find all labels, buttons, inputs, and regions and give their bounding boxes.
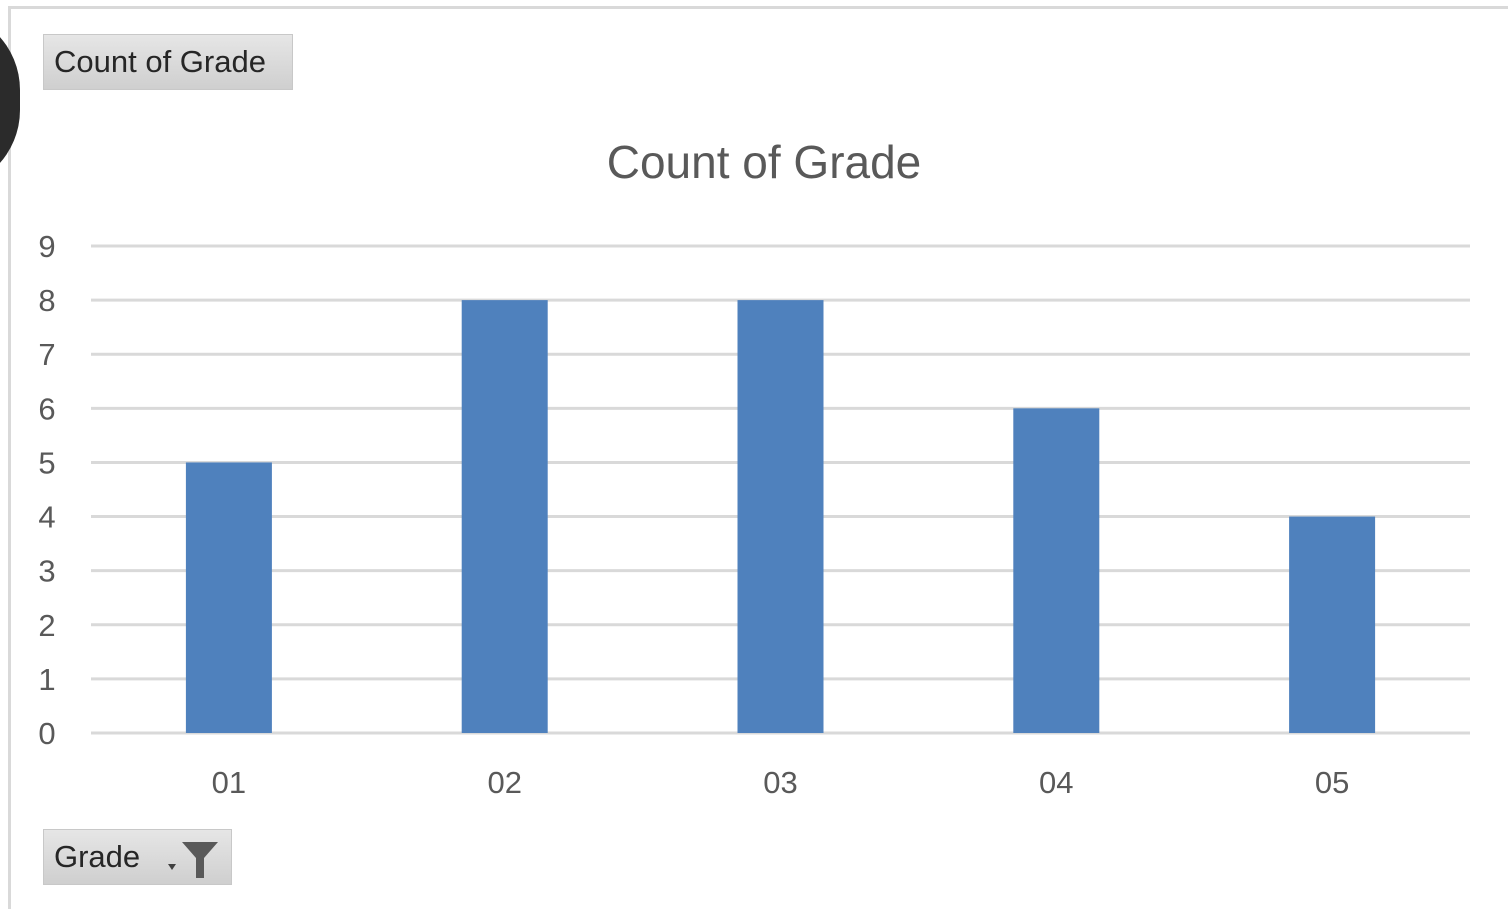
bar-01[interactable] (185, 462, 272, 733)
y-tick-label: 2 (38, 608, 55, 643)
y-tick-label: 6 (38, 391, 55, 426)
bars (185, 300, 1376, 733)
x-tick-label: 01 (212, 765, 246, 800)
x-tick-label: 02 (487, 765, 521, 800)
y-axis-ticks: 0 1 2 3 4 5 6 7 8 9 (38, 229, 55, 751)
value-field-label: Count of Grade (54, 44, 266, 79)
x-tick-label: 05 (1315, 765, 1349, 800)
y-tick-label: 3 (38, 554, 55, 589)
chart-title: Count of Grade (607, 136, 922, 188)
axis-field-label: Grade (54, 839, 141, 874)
y-tick-label: 4 (38, 500, 55, 535)
y-tick-label: 8 (38, 283, 55, 318)
y-tick-label: 9 (38, 229, 55, 264)
value-field-button[interactable]: Count of Grade (43, 34, 293, 90)
bar-03[interactable] (737, 300, 824, 733)
y-tick-label: 0 (38, 716, 55, 751)
bar-04[interactable] (1013, 408, 1100, 733)
y-tick-label: 5 (38, 445, 55, 480)
y-tick-label: 7 (38, 337, 55, 372)
y-tick-label: 1 (38, 662, 55, 697)
x-axis-ticks: 01 02 03 04 05 (212, 765, 1350, 800)
axis-field-button[interactable]: Grade (43, 829, 232, 885)
bar-05[interactable] (1289, 516, 1376, 733)
x-tick-label: 03 (763, 765, 797, 800)
x-tick-label: 04 (1039, 765, 1073, 800)
filter-dropdown-icon[interactable] (164, 840, 224, 880)
bar-02[interactable] (461, 300, 548, 733)
